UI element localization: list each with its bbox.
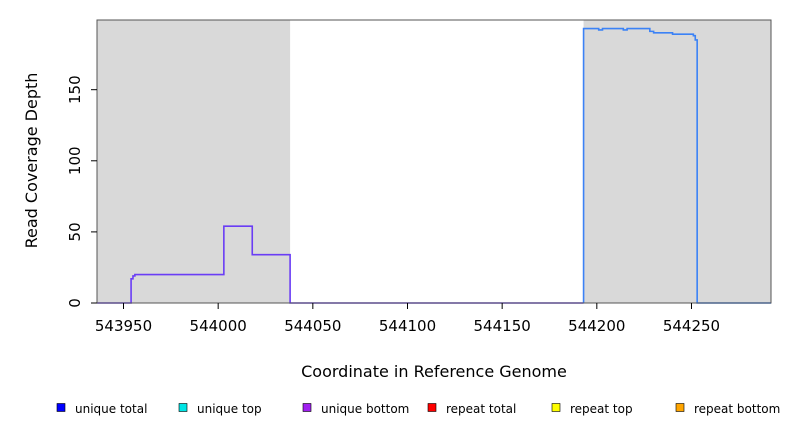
legend-item: unique top <box>178 402 262 416</box>
legend-swatch <box>302 403 312 412</box>
legend-label: repeat total <box>446 402 516 416</box>
y-tick-label: 0 <box>66 298 84 308</box>
legend-label: unique total <box>75 402 147 416</box>
x-tick-label: 544000 <box>190 317 247 335</box>
x-tick-label: 544100 <box>379 317 436 335</box>
shaded-regions <box>97 20 771 303</box>
y-axis: 0 50 100 150 <box>66 75 97 308</box>
legend-label: unique bottom <box>321 402 409 416</box>
shaded-region-2 <box>583 20 771 303</box>
legend-swatch <box>427 403 437 412</box>
x-tick-label: 543950 <box>95 317 152 335</box>
series-line-1 <box>97 225 584 304</box>
legend-label: repeat top <box>570 402 633 416</box>
x-tick-label: 544050 <box>284 317 341 335</box>
y-axis-title: Read Coverage Depth <box>22 73 41 249</box>
legend-item: repeat top <box>551 402 633 416</box>
y-tick-label: 100 <box>66 146 84 175</box>
legend-swatch <box>551 403 561 412</box>
y-tick-label: 150 <box>66 75 84 104</box>
y-tick-label: 50 <box>66 222 84 241</box>
legend-item: unique bottom <box>302 402 409 416</box>
series-line-2 <box>582 27 771 304</box>
legend-label: repeat bottom <box>694 402 780 416</box>
legend: unique total unique top unique bottom repea… <box>56 402 780 416</box>
x-tick-label: 544250 <box>663 317 720 335</box>
x-tick-label: 544200 <box>568 317 625 335</box>
legend-swatch <box>56 403 66 412</box>
x-axis: 543950 544000 544050 544100 544150 544200 5442… <box>95 303 720 335</box>
legend-item: repeat bottom <box>675 402 780 416</box>
shaded-region-1 <box>97 20 291 303</box>
legend-item: unique total <box>56 402 147 416</box>
legend-swatch <box>675 403 685 412</box>
legend-label: unique top <box>197 402 262 416</box>
x-tick-label: 544150 <box>474 317 531 335</box>
x-axis-title: Coordinate in Reference Genome <box>301 362 567 381</box>
legend-item: repeat total <box>427 402 516 416</box>
plot-frame <box>96 19 772 304</box>
legend-swatch <box>178 403 188 412</box>
